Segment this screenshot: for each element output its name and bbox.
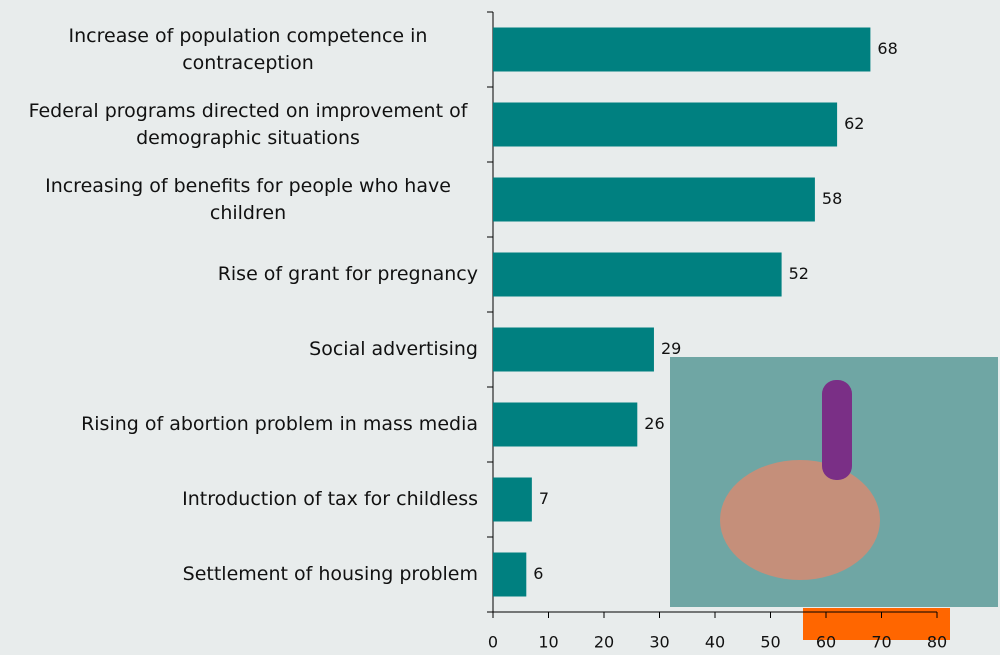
bar [493,27,871,72]
value-label: 7 [539,489,549,508]
bar [493,477,532,522]
category-label: Federal programs directed on improvement… [18,85,478,165]
x-tick-label: 30 [649,633,669,652]
bar [493,327,654,372]
photo-overlay [670,357,998,607]
value-label: 58 [822,189,842,208]
category-label: Increase of population competence in con… [18,10,478,90]
category-text: Increasing of benefits for people who ha… [45,174,451,224]
highlight-box [803,608,950,640]
x-tick-label: 70 [871,633,891,652]
value-label: 68 [877,39,897,58]
value-label: 62 [844,114,864,133]
x-tick-label: 10 [538,633,558,652]
x-tick-label: 80 [927,633,947,652]
category-text: Federal programs directed on improvement… [28,99,468,149]
category-label: Social advertising [309,310,478,390]
bar [493,252,782,297]
x-tick-label: 20 [594,633,614,652]
value-label: 26 [644,414,664,433]
photo-object [822,380,852,480]
photo-hand [720,460,880,580]
bar [493,402,638,447]
bar [493,177,815,222]
value-label: 29 [661,339,681,358]
value-label: 6 [533,564,543,583]
category-text: Rising of abortion problem in mass media [81,413,478,435]
category-text: Rise of grant for pregnancy [217,263,478,285]
x-tick-label: 0 [488,633,498,652]
category-label: Settlement of housing problem [183,535,478,615]
category-label: Rise of grant for pregnancy [218,235,478,315]
value-label: 52 [789,264,809,283]
bar [493,552,527,597]
category-text: Increase of population competence in con… [68,24,428,74]
x-tick-label: 50 [760,633,780,652]
category-label: Introduction of tax for childless [182,460,478,540]
bar [493,102,838,147]
category-label: Rising of abortion problem in mass media [81,385,478,465]
category-text: Social advertising [309,338,478,360]
x-tick-label: 40 [705,633,725,652]
category-label: Increasing of benefits for people who ha… [18,160,478,240]
x-tick-label: 60 [816,633,836,652]
category-text: Introduction of tax for childless [182,488,478,510]
category-text: Settlement of housing problem [182,563,478,585]
